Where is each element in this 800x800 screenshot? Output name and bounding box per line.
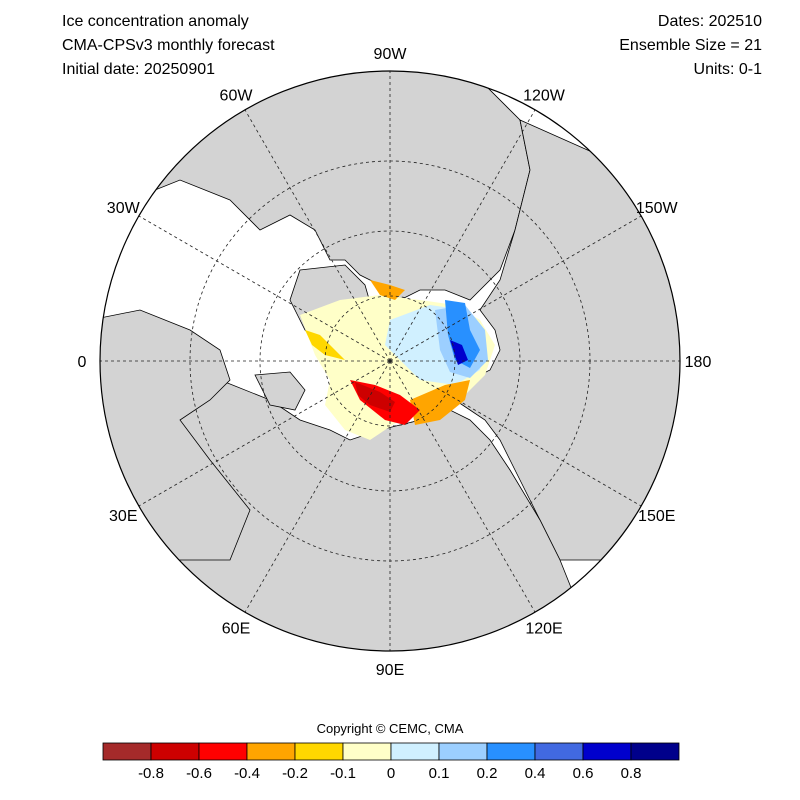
meridian-line	[389, 360, 642, 507]
colorbar-tick-label: -0.1	[330, 765, 356, 782]
colorbar-boxes	[102, 742, 680, 761]
model-label: CMA-CPSv3 monthly forecast	[62, 37, 275, 54]
map-title: Ice concentration anomaly	[62, 13, 249, 30]
colorbar-box	[150, 742, 200, 761]
polar-map: 90W 120W 150W 180 150E 120E 90E 60E 30E 0 30W 60W	[78, 46, 712, 679]
colorbar-box	[534, 742, 584, 761]
meridian-line	[389, 360, 536, 613]
meridian-line	[138, 360, 391, 507]
land-svalbard	[254, 371, 306, 411]
longitude-label: 30E	[109, 508, 137, 525]
latitude-circle	[324, 295, 456, 427]
ice-anomaly-field	[300, 280, 495, 440]
longitude-label: 90W	[374, 46, 408, 63]
longitude-label: 0	[78, 354, 87, 371]
colorbar-tick-label: -0.2	[282, 765, 308, 782]
colorbar-tick-label: 0.4	[525, 765, 546, 782]
anomaly-negative-canada	[370, 280, 405, 300]
header-left: Ice concentration anomaly CMA-CPSv3 mont…	[62, 10, 275, 82]
anomaly-positive-strong	[450, 340, 468, 365]
colorbar-tick-label: -0.6	[186, 765, 212, 782]
dates-label: Dates: 202510	[657, 13, 762, 30]
longitude-label: 120W	[523, 87, 566, 104]
header-right: Dates: 202510 Ensemble Size = 21 Units: …	[619, 10, 762, 82]
colorbar-box	[438, 742, 488, 761]
meridian-line	[244, 109, 391, 362]
colorbar-tick-label: 0.2	[477, 765, 498, 782]
colorbar-box	[342, 742, 392, 761]
longitude-label: 30W	[107, 200, 141, 217]
colorbar-ticks: -0.8 -0.6 -0.4 -0.2 -0.1 0 0.1 0.2 0.4 0.6 0.8	[138, 765, 641, 782]
longitude-label: 90E	[376, 662, 404, 679]
longitude-label: 150E	[638, 508, 675, 525]
colorbar-box	[582, 742, 632, 761]
latitude-circle	[259, 230, 521, 492]
units-label: Units: 0-1	[693, 61, 762, 78]
longitude-label: 180	[685, 354, 712, 371]
colorbar-tick-label: 0.6	[573, 765, 594, 782]
meridian-line	[389, 109, 536, 362]
meridian-line	[244, 360, 391, 613]
colorbar-box	[390, 742, 440, 761]
longitude-labels: 90W 120W 150W 180 150E 120E 90E 60E 30E 0 30W 60W	[78, 46, 712, 679]
longitude-label: 60W	[220, 87, 254, 104]
copyright-text: Copyright © CEMC, CMA	[316, 721, 464, 736]
meridians	[100, 71, 680, 651]
longitude-label: 120E	[525, 621, 562, 638]
meridian-line	[389, 215, 642, 362]
graticule	[100, 71, 680, 651]
anomaly-negative-deep	[355, 382, 395, 412]
colorbar-box	[246, 742, 296, 761]
anomaly-negative-yellow	[305, 330, 345, 360]
longitude-label: 60E	[222, 621, 250, 638]
colorbar-box	[198, 742, 248, 761]
map-border	[99, 70, 681, 652]
colorbar-tick-label: -0.8	[138, 765, 164, 782]
colorbar-tick-label: -0.4	[234, 765, 260, 782]
initial-date-label: Initial date: 20250901	[62, 61, 216, 78]
longitude-label: 150W	[636, 200, 679, 217]
colorbar-tick-label: 0	[387, 765, 395, 782]
colorbar-box	[294, 742, 344, 761]
meridian-line	[138, 215, 391, 362]
colorbar-box	[102, 742, 152, 761]
colorbar-box	[630, 742, 680, 761]
ensemble-size-label: Ensemble Size = 21	[619, 37, 762, 54]
colorbar-tick-label: 0.8	[621, 765, 642, 782]
colorbar-box	[486, 742, 536, 761]
colorbar-tick-label: 0.1	[429, 765, 450, 782]
